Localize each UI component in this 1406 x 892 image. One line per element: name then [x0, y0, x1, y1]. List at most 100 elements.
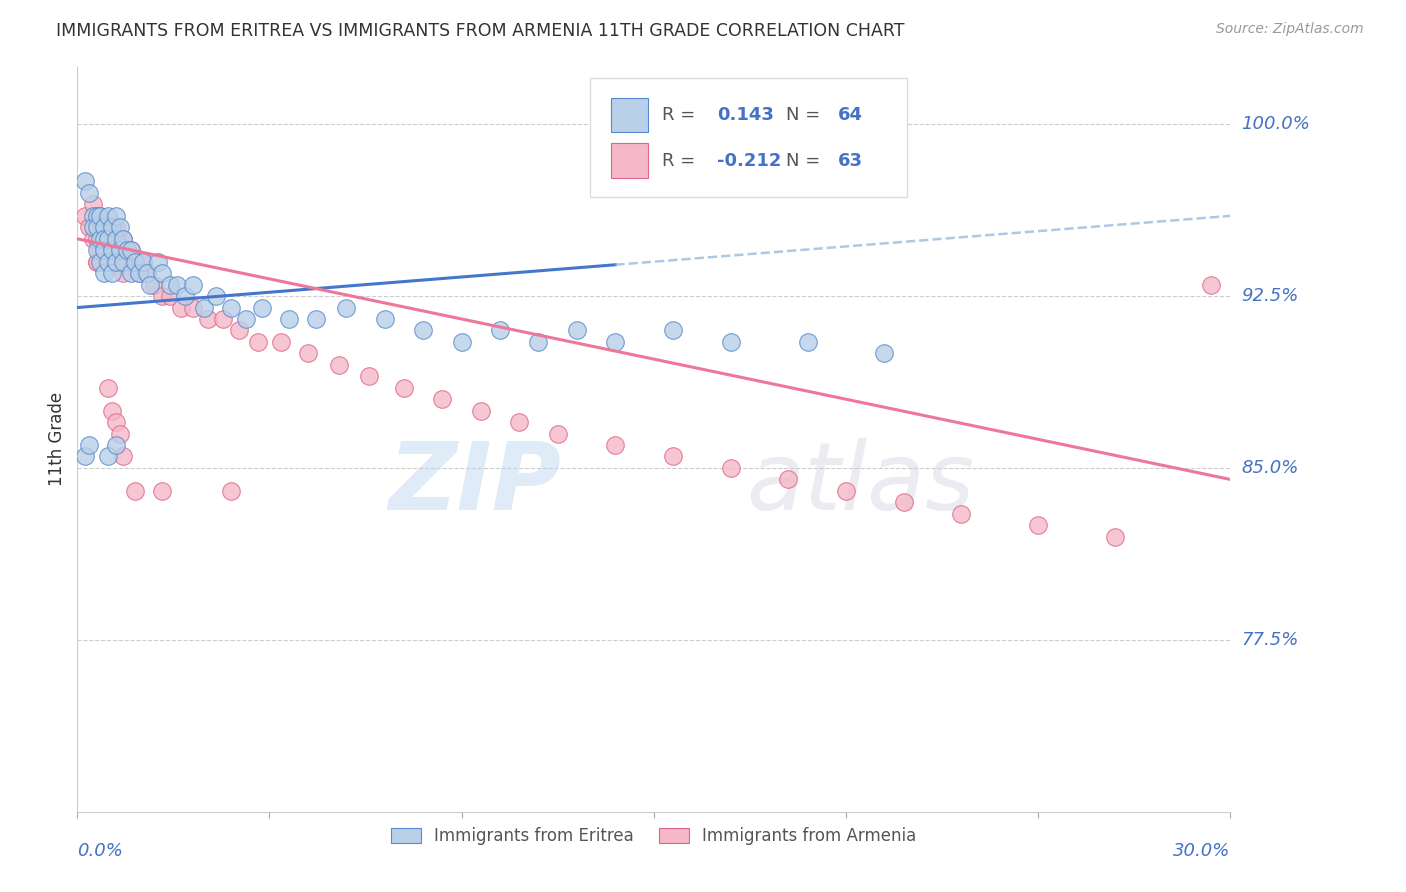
Point [450, 334, 472, 349]
Text: ZIP: ZIP [388, 438, 561, 530]
Point [97, 381, 120, 395]
Point [146, 254, 169, 268]
Point [104, 220, 127, 235]
Legend: Immigrants from Eritrea, Immigrants from Armenia: Immigrants from Eritrea, Immigrants from… [384, 821, 924, 852]
Point [605, 334, 627, 349]
Point [86, 254, 108, 268]
Point [86, 232, 108, 246]
Point [89, 254, 111, 268]
Y-axis label: 11th Grade: 11th Grade [48, 392, 66, 486]
Point [73, 450, 96, 464]
Point [93, 244, 115, 258]
Point [150, 266, 173, 280]
Text: 0.143: 0.143 [717, 106, 775, 124]
Point [139, 277, 162, 292]
Point [104, 438, 127, 452]
Point [97, 220, 120, 235]
Text: atlas: atlas [747, 439, 974, 530]
Point [374, 312, 396, 326]
Point [108, 244, 131, 258]
Point [778, 472, 800, 486]
Point [270, 334, 292, 349]
Point [131, 254, 153, 268]
Point [228, 323, 250, 337]
Point [212, 312, 235, 326]
Point [470, 403, 492, 417]
FancyBboxPatch shape [612, 144, 648, 178]
Point [101, 254, 124, 268]
Point [97, 254, 120, 268]
Point [104, 254, 127, 268]
Point [950, 507, 973, 521]
Point [77, 220, 100, 235]
Point [124, 483, 146, 498]
Point [359, 369, 381, 384]
Point [82, 220, 104, 235]
Point [181, 301, 204, 315]
Point [131, 254, 153, 268]
Point [104, 232, 127, 246]
Point [219, 483, 242, 498]
Point [304, 312, 326, 326]
Point [120, 244, 142, 258]
Point [135, 266, 157, 280]
Text: -0.212: -0.212 [717, 152, 782, 169]
Point [97, 232, 120, 246]
Point [120, 244, 142, 258]
Point [143, 277, 166, 292]
Text: N =: N = [786, 106, 827, 124]
Point [197, 312, 219, 326]
Point [166, 277, 188, 292]
Text: R =: R = [662, 152, 700, 169]
Point [93, 266, 115, 280]
Point [893, 495, 915, 509]
Point [412, 323, 434, 337]
Text: 0.0%: 0.0% [77, 842, 124, 860]
Point [605, 438, 627, 452]
Point [86, 254, 108, 268]
Point [77, 186, 100, 200]
Point [135, 266, 157, 280]
Text: N =: N = [786, 152, 827, 169]
Point [112, 450, 135, 464]
Point [89, 209, 111, 223]
FancyBboxPatch shape [591, 78, 907, 197]
Text: 92.5%: 92.5% [1241, 287, 1299, 305]
Point [159, 289, 181, 303]
Point [101, 232, 124, 246]
Point [108, 220, 131, 235]
Point [235, 312, 257, 326]
Text: 85.0%: 85.0% [1241, 459, 1299, 477]
Point [93, 232, 115, 246]
Point [93, 220, 115, 235]
Point [662, 323, 685, 337]
Point [1026, 518, 1049, 533]
Point [101, 220, 124, 235]
Point [392, 381, 415, 395]
Point [97, 450, 120, 464]
Point [101, 266, 124, 280]
Text: 77.5%: 77.5% [1241, 631, 1299, 648]
Point [77, 438, 100, 452]
Point [89, 232, 111, 246]
Point [277, 312, 299, 326]
Point [527, 334, 550, 349]
Point [104, 415, 127, 429]
Point [128, 266, 150, 280]
Point [662, 450, 685, 464]
Text: 64: 64 [838, 106, 863, 124]
Point [565, 323, 588, 337]
Point [547, 426, 569, 441]
Point [489, 323, 512, 337]
Point [250, 301, 273, 315]
Point [174, 289, 197, 303]
Point [150, 483, 173, 498]
Point [720, 334, 742, 349]
Point [128, 266, 150, 280]
Point [1199, 277, 1222, 292]
Point [796, 334, 818, 349]
Point [193, 301, 215, 315]
Point [82, 232, 104, 246]
Point [1104, 530, 1126, 544]
Point [204, 289, 226, 303]
